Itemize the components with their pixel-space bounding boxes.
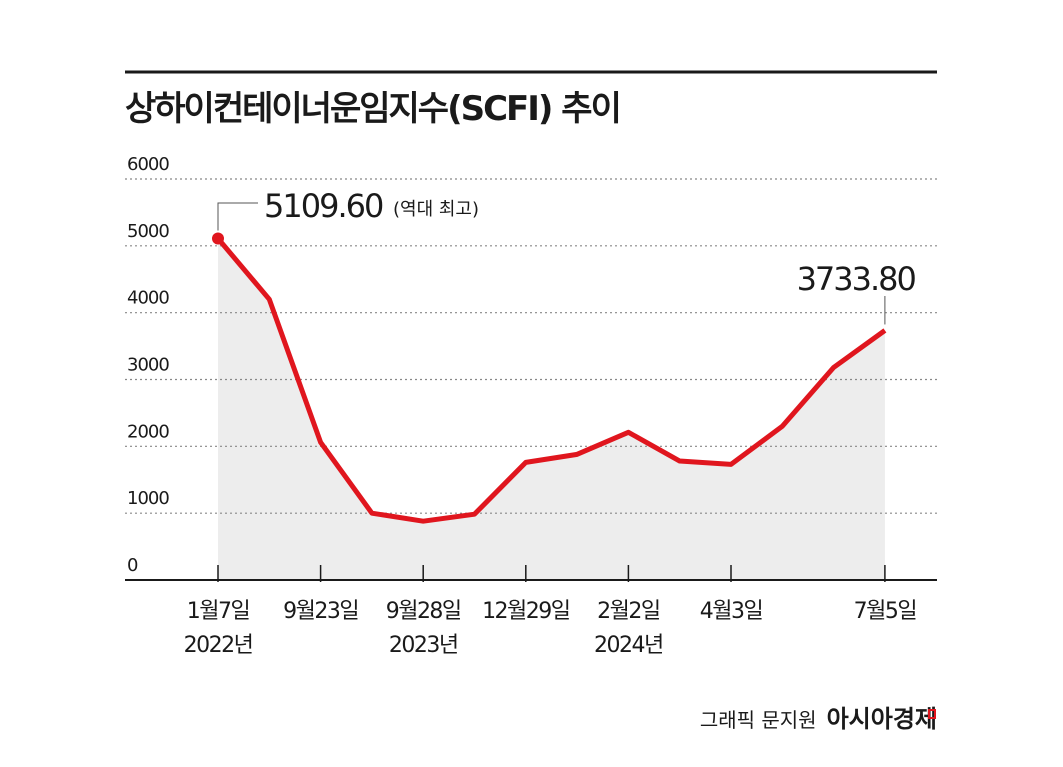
x-tick-sublabel: 2024년 — [594, 633, 663, 658]
y-tick-label: 3000 — [127, 355, 169, 376]
x-tick-label: 1월7일 — [187, 599, 250, 624]
x-tick-sublabel: 2023년 — [389, 633, 458, 658]
leader-line — [217, 202, 258, 231]
source: 아시아경제 — [827, 705, 937, 733]
x-tick-sublabel: 2022년 — [184, 633, 253, 658]
x-tick-label: 9월28일 — [386, 599, 461, 624]
annotation: (역대 최고) — [393, 199, 479, 220]
point-marker — [212, 232, 224, 245]
x-tick-label: 12월29일 — [482, 599, 570, 624]
value-label: 3733.80 — [797, 260, 916, 298]
y-tick-label: 6000 — [127, 154, 169, 175]
y-tick-label: 0 — [127, 555, 138, 576]
x-tick-label: 7월5일 — [854, 599, 917, 624]
x-tick-label: 9월23일 — [283, 599, 358, 624]
credit: 그래픽 문지원 아시아경제 — [700, 705, 937, 733]
y-tick-label: 4000 — [127, 288, 169, 309]
chart-title: 상하이컨테이너운임지수(SCFI) 추이 — [125, 89, 620, 129]
area — [218, 238, 885, 580]
value-label: 5109.60 — [264, 187, 383, 225]
y-tick-label: 1000 — [127, 488, 169, 509]
x-tick-label: 2월2일 — [597, 599, 660, 624]
x-tick-label: 4월3일 — [700, 599, 763, 624]
logo-mark — [928, 709, 936, 719]
line — [216, 236, 887, 524]
y-tick-label: 2000 — [127, 421, 169, 442]
credit-text: 그래픽 문지원 — [700, 708, 817, 732]
y-tick-label: 5000 — [127, 221, 169, 242]
